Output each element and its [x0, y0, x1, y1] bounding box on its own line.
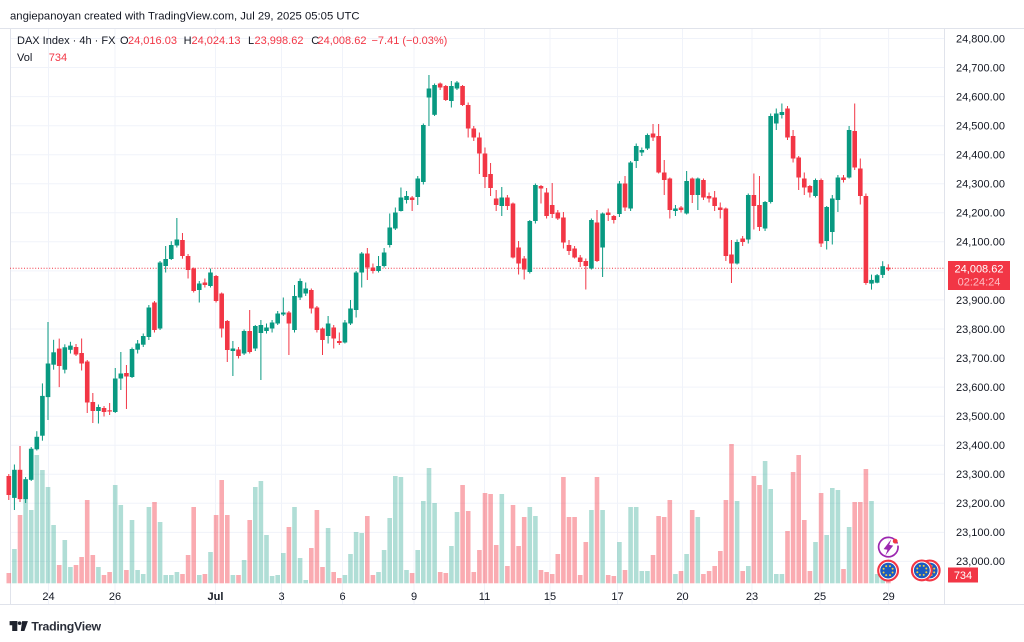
svg-text:Vol: Vol: [17, 52, 32, 64]
svg-text:−7.41 (−0.03%): −7.41 (−0.03%): [372, 35, 448, 47]
svg-text:24,300.00: 24,300.00: [956, 179, 1005, 191]
svg-text:DAX Index · 4h · FX: DAX Index · 4h · FX: [17, 35, 116, 47]
svg-text:Jul: Jul: [208, 591, 224, 603]
svg-text:24,800.00: 24,800.00: [956, 33, 1005, 45]
svg-text:17: 17: [611, 591, 623, 603]
svg-text:734: 734: [954, 570, 972, 582]
svg-text:11: 11: [479, 591, 490, 603]
svg-text:23,900.00: 23,900.00: [956, 295, 1005, 307]
svg-text:23,300.00: 23,300.00: [956, 469, 1005, 481]
svg-text:15: 15: [544, 591, 556, 603]
svg-text:C: C: [311, 35, 319, 47]
svg-text:20: 20: [676, 591, 688, 603]
svg-text:25: 25: [814, 591, 826, 603]
svg-text:24,200.00: 24,200.00: [956, 208, 1005, 220]
svg-text:24,600.00: 24,600.00: [956, 91, 1005, 103]
svg-text:9: 9: [411, 591, 417, 603]
svg-text:24: 24: [42, 591, 54, 603]
svg-text:23,700.00: 23,700.00: [956, 353, 1005, 365]
svg-text:TradingView: TradingView: [31, 619, 101, 633]
svg-text:02:24:24: 02:24:24: [958, 277, 1001, 289]
svg-text:24,008.62: 24,008.62: [955, 264, 1004, 276]
svg-text:26: 26: [109, 591, 121, 603]
svg-text:23,100.00: 23,100.00: [956, 527, 1005, 539]
svg-text:24,500.00: 24,500.00: [956, 121, 1005, 133]
svg-text:angiepanoyan created with Trad: angiepanoyan created with TradingView.co…: [10, 11, 360, 23]
svg-text:L: L: [248, 35, 254, 47]
svg-text:23,200.00: 23,200.00: [956, 498, 1005, 510]
svg-text:6: 6: [339, 591, 345, 603]
svg-text:23,000.00: 23,000.00: [956, 556, 1005, 568]
svg-text:O: O: [120, 35, 129, 47]
svg-text:24,400.00: 24,400.00: [956, 150, 1005, 162]
svg-text:734: 734: [49, 52, 67, 64]
svg-text:23,400.00: 23,400.00: [956, 440, 1005, 452]
svg-text:3: 3: [278, 591, 284, 603]
svg-text:24,016.03: 24,016.03: [128, 35, 177, 47]
svg-text:24,100.00: 24,100.00: [956, 237, 1005, 249]
svg-text:24,024.13: 24,024.13: [192, 35, 241, 47]
svg-text:23,600.00: 23,600.00: [956, 382, 1005, 394]
svg-text:24,008.62: 24,008.62: [318, 35, 367, 47]
svg-text:29: 29: [882, 591, 894, 603]
svg-text:24,700.00: 24,700.00: [956, 62, 1005, 74]
svg-text:23,800.00: 23,800.00: [956, 324, 1005, 336]
svg-text:23: 23: [746, 591, 758, 603]
svg-text:23,500.00: 23,500.00: [956, 411, 1005, 423]
svg-text:H: H: [184, 35, 192, 47]
svg-text:23,998.62: 23,998.62: [255, 35, 304, 47]
